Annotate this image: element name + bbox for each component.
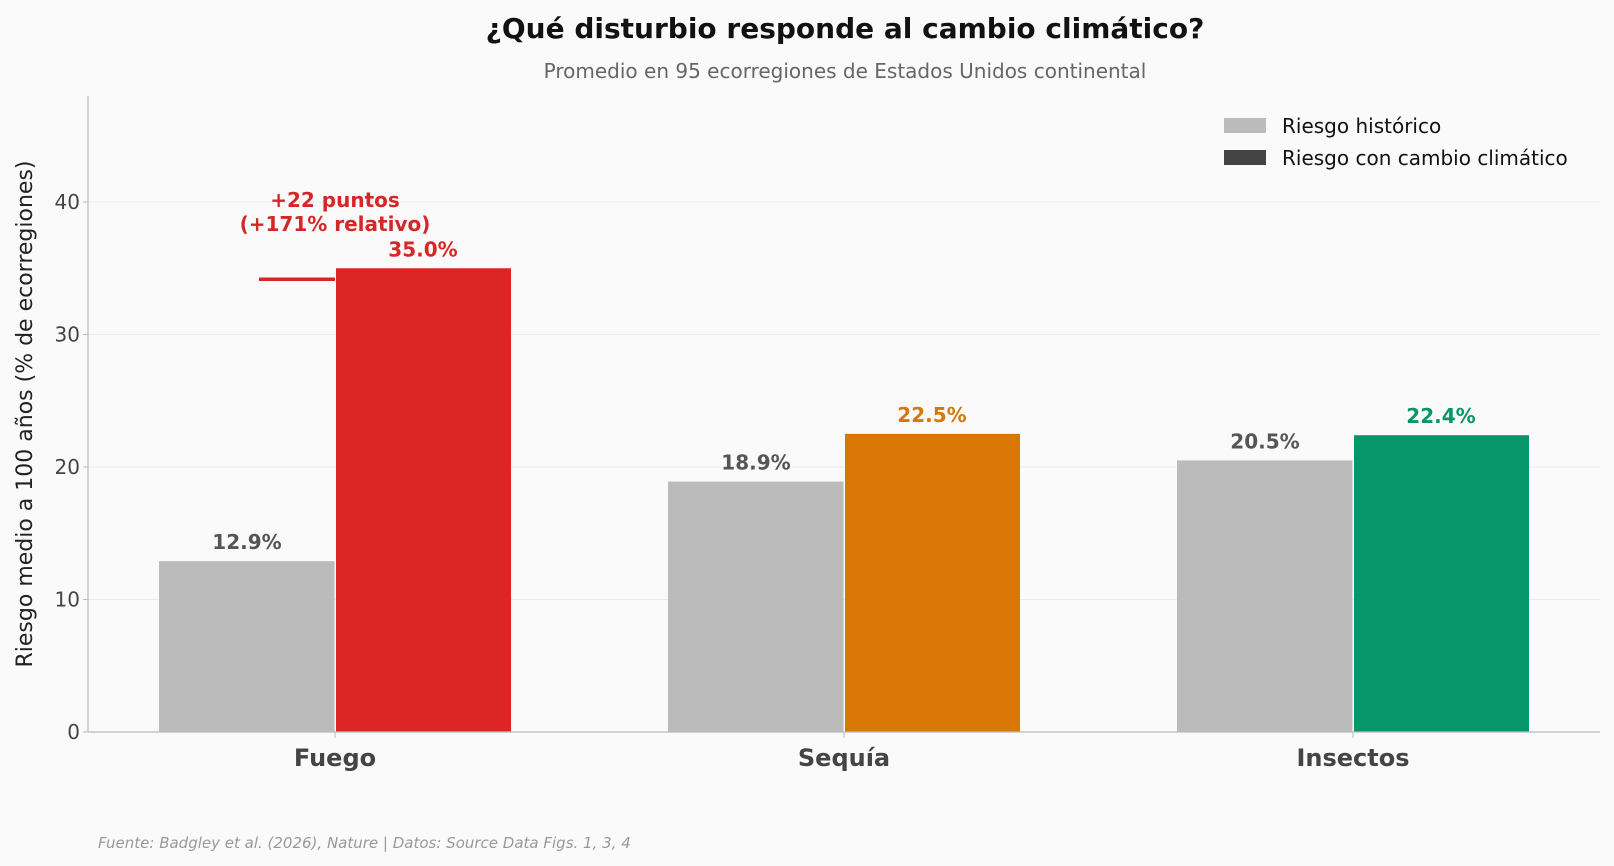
value-label-historico-2: 20.5% <box>1230 429 1299 453</box>
y-tick-label-1: 10 <box>55 588 80 612</box>
value-label-clima-2: 22.4% <box>1406 404 1475 428</box>
legend: Riesgo histórico Riesgo con cambio climát… <box>1224 114 1568 170</box>
y-tick-label-0: 0 <box>67 720 80 744</box>
x-tick-label-0: Fuego <box>294 744 376 772</box>
annotation-text-0: +22 puntos <box>270 188 400 212</box>
x-axis-ticks: Fuego Sequía Insectos <box>294 732 1410 772</box>
y-axis-label: Riesgo medio a 100 años (% de ecorregion… <box>13 161 38 668</box>
value-label-historico-1: 18.9% <box>721 451 790 475</box>
value-label-clima-0: 35.0% <box>388 237 457 261</box>
source-note: Fuente: Badgley et al. (2026), Nature | … <box>98 834 631 852</box>
legend-swatch-1 <box>1224 150 1266 165</box>
data-labels: 12.9% 35.0% 18.9% 22.5% 20.5% 22.4% <box>212 237 1475 554</box>
chart-title: ¿Qué disturbio responde al cambio climát… <box>486 12 1205 45</box>
bar-historico-2 <box>1177 460 1353 732</box>
y-axis-ticks: 0 10 20 30 40 <box>55 190 88 744</box>
bar-historico-0 <box>159 561 335 732</box>
bar-clima-0 <box>336 268 511 732</box>
annotation: +22 puntos(+171% relativo) <box>240 188 431 281</box>
value-label-clima-1: 22.5% <box>897 403 966 427</box>
y-tick-label-4: 40 <box>55 190 80 214</box>
annotation-text-1: (+171% relativo) <box>240 212 431 236</box>
x-tick-label-2: Insectos <box>1296 744 1409 772</box>
legend-label-0: Riesgo histórico <box>1282 114 1441 138</box>
chart-subtitle: Promedio en 95 ecorregiones de Estados U… <box>544 59 1147 83</box>
legend-label-1: Riesgo con cambio climático <box>1282 146 1568 170</box>
y-tick-label-2: 20 <box>55 455 80 479</box>
legend-swatch-0 <box>1224 118 1266 133</box>
x-tick-label-1: Sequía <box>798 744 890 772</box>
bar-clima-2 <box>1354 435 1529 732</box>
y-tick-label-3: 30 <box>55 323 80 347</box>
bar-historico-1 <box>668 481 844 732</box>
value-label-historico-0: 12.9% <box>212 530 281 554</box>
bars <box>159 268 1529 732</box>
bar-clima-1 <box>845 433 1020 732</box>
